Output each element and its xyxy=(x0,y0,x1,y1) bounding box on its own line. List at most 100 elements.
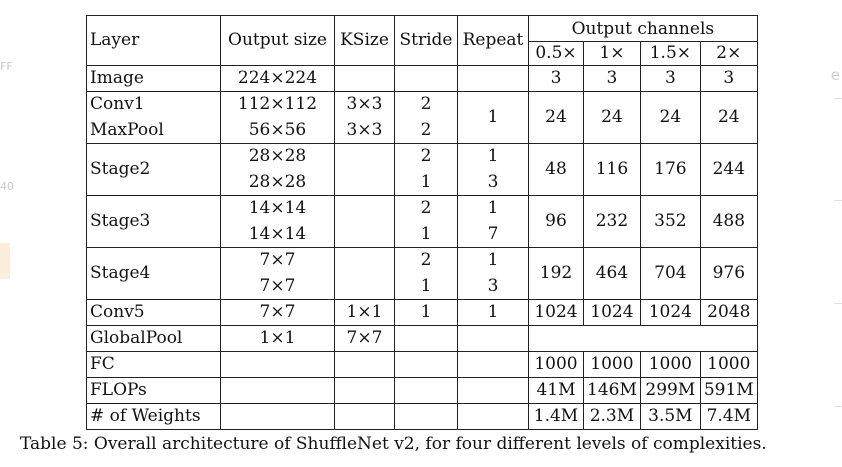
weights-cell: 1.4M xyxy=(528,403,584,430)
output-size-cell xyxy=(220,403,335,430)
repeat-cell: 3 xyxy=(457,273,529,300)
header-complexity: 1.5× xyxy=(640,41,701,66)
left-page-edge: FF 40 xyxy=(0,0,14,467)
output-size-cell: 14×14 xyxy=(220,221,335,248)
ksize-cell: 7×7 xyxy=(334,325,395,352)
stride-cell: 1 xyxy=(394,273,458,300)
repeat-cell: 1 xyxy=(457,195,529,222)
flops-cell: 299M xyxy=(640,377,701,404)
channel-cell: 24 xyxy=(528,91,584,144)
channel-cell: 352 xyxy=(640,195,701,248)
margin-tick xyxy=(834,98,842,99)
header-ksize: KSize xyxy=(334,15,395,66)
layer-name: FC xyxy=(86,351,221,378)
channel-cell: 232 xyxy=(583,195,641,248)
flops-cell: 41M xyxy=(528,377,584,404)
table-row: 7×7 1 3 xyxy=(87,273,758,300)
ksize-cell xyxy=(334,143,395,196)
output-size-cell: 14×14 xyxy=(220,195,335,222)
table-row: Image 224×224 3 3 3 3 xyxy=(86,65,758,92)
repeat-cell: 1 xyxy=(457,247,529,274)
channel-cell: 1024 xyxy=(583,299,641,326)
output-size-cell xyxy=(220,377,335,404)
output-size-cell: 7×7 xyxy=(220,273,335,300)
repeat-cell xyxy=(457,351,529,378)
header-output-size: Output size xyxy=(220,15,335,66)
architecture-table: Layer Output size KSize Stride Repeat Ou… xyxy=(86,15,758,430)
channel-cell: 116 xyxy=(583,143,641,196)
ksize-cell xyxy=(334,195,395,248)
repeat-cell xyxy=(457,403,529,430)
table-row: Conv1 112×112 3×3 2 1 24 24 24 24 xyxy=(86,91,758,144)
stride-cell: 2 xyxy=(394,143,458,170)
weights-cell: 3.5M xyxy=(640,403,701,430)
repeat-cell xyxy=(457,377,529,404)
channel-cell: 976 xyxy=(700,247,758,300)
channel-cell: 192 xyxy=(528,247,584,300)
output-size-cell: 224×224 xyxy=(220,65,335,92)
header-repeat: Repeat xyxy=(457,15,529,66)
repeat-cell xyxy=(457,65,529,92)
margin-tick xyxy=(834,200,842,201)
repeat-cell: 3 xyxy=(457,169,529,196)
highlight-strip xyxy=(0,243,10,279)
table-row: 28×28 1 3 xyxy=(87,169,758,196)
header-complexity: 1× xyxy=(583,41,641,66)
table-row: Stage4 7×7 2 1 192 464 704 976 xyxy=(86,247,758,300)
stride-cell xyxy=(394,377,458,404)
margin-glyph: FF xyxy=(0,60,13,73)
output-size-cell: 1×1 xyxy=(220,325,335,352)
channel-cell: 1000 xyxy=(700,351,758,378)
layer-name: # of Weights xyxy=(86,403,221,430)
table-row: 14×14 1 7 xyxy=(87,221,758,248)
repeat-cell: 1 xyxy=(457,299,529,326)
header-output-channels: Output channels xyxy=(528,15,758,42)
channel-cell: 3 xyxy=(640,65,701,92)
stride-cell: 2 xyxy=(394,195,458,222)
table-row: Conv5 7×7 1×1 1 1 1024 1024 1024 2048 xyxy=(86,299,758,326)
table-row: Stage2 28×28 2 1 48 116 176 244 xyxy=(86,143,758,196)
output-size-cell: 56×56 xyxy=(220,117,335,144)
channel-cell: 24 xyxy=(583,91,641,144)
ksize-cell: 3×3 xyxy=(334,117,395,144)
stride-cell xyxy=(394,65,458,92)
stride-cell: 2 xyxy=(394,117,458,144)
channel-cell-empty xyxy=(528,325,758,352)
table-row: # of Weights 1.4M 2.3M 3.5M 7.4M xyxy=(86,403,758,430)
ksize-cell xyxy=(334,377,395,404)
layer-name: Stage2 xyxy=(86,143,221,196)
channel-cell: 244 xyxy=(700,143,758,196)
margin-glyph: e xyxy=(830,66,840,84)
layer-name: Conv5 xyxy=(86,299,221,326)
stride-cell: 1 xyxy=(394,299,458,326)
layer-name: Conv1 xyxy=(86,91,221,118)
ksize-cell xyxy=(334,65,395,92)
channel-cell: 48 xyxy=(528,143,584,196)
layer-name: FLOPs xyxy=(86,377,221,404)
margin-glyph: 40 xyxy=(0,180,14,193)
layer-name: MaxPool xyxy=(86,117,221,144)
layer-name: Stage3 xyxy=(86,195,221,248)
ksize-cell xyxy=(334,403,395,430)
table-row: FC 1000 1000 1000 1000 xyxy=(86,351,758,378)
channel-cell: 2048 xyxy=(700,299,758,326)
weights-cell: 7.4M xyxy=(700,403,758,430)
table-row: FLOPs 41M 146M 299M 591M xyxy=(86,377,758,404)
repeat-cell: 1 xyxy=(457,91,529,144)
channel-cell: 24 xyxy=(700,91,758,144)
channel-cell: 1024 xyxy=(528,299,584,326)
ksize-cell: 3×3 xyxy=(334,91,395,118)
ksize-cell xyxy=(334,247,395,300)
header-complexity: 0.5× xyxy=(528,41,584,66)
ksize-cell xyxy=(334,351,395,378)
table-caption: Table 5: Overall architecture of Shuffle… xyxy=(20,434,767,454)
channel-cell: 24 xyxy=(640,91,701,144)
channel-cell: 704 xyxy=(640,247,701,300)
channel-cell: 3 xyxy=(583,65,641,92)
flops-cell: 591M xyxy=(700,377,758,404)
weights-cell: 2.3M xyxy=(583,403,641,430)
stride-cell xyxy=(394,351,458,378)
table-row: GlobalPool 1×1 7×7 xyxy=(86,325,758,352)
stride-cell: 1 xyxy=(394,221,458,248)
right-page-edge: e xyxy=(830,0,842,467)
